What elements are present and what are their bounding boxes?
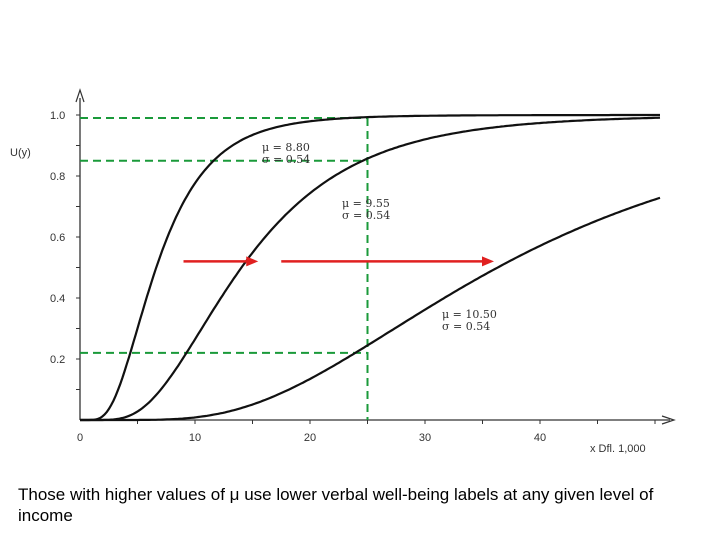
curve-line xyxy=(80,113,660,422)
curve-line xyxy=(80,196,661,422)
curve-mu-label: μ = 8.80 xyxy=(262,141,310,154)
y-axis-title: U(y) xyxy=(10,147,31,159)
curves xyxy=(80,113,661,422)
x-axis-arrowhead xyxy=(661,415,676,425)
tick-marks xyxy=(76,114,656,424)
text-labels: 0 10 20 30 40 1.0 0.8 0.6 0.4 0.2 U(y) x Dfl. 1,000… xyxy=(10,110,646,455)
x-tick-label: 30 xyxy=(419,432,431,444)
x-axis-title: x Dfl. 1,000 xyxy=(590,443,646,455)
y-axis-arrowhead xyxy=(75,88,85,103)
welfare-curves-chart: 0 10 20 30 40 1.0 0.8 0.6 0.4 0.2 U(y) x Dfl. 1,000… xyxy=(10,88,676,455)
arrow-head xyxy=(482,256,494,267)
y-tick-label: 0.6 xyxy=(50,232,65,244)
x-tick-label: 20 xyxy=(304,432,316,444)
x-tick-label: 0 xyxy=(77,432,83,444)
y-tick-label: 0.8 xyxy=(50,171,65,183)
y-tick-label: 0.2 xyxy=(50,354,65,366)
axes xyxy=(75,88,676,425)
shift-arrows xyxy=(183,256,494,267)
reference-guides xyxy=(80,117,369,420)
curve-line xyxy=(80,116,661,422)
y-tick-label: 1.0 xyxy=(50,110,65,122)
curve-sigma-label: σ = 0.54 xyxy=(262,153,310,166)
x-tick-label: 40 xyxy=(534,432,546,444)
caption: Those with higher values of μ use lower … xyxy=(18,485,654,525)
curve-mu-label: μ = 10.50 xyxy=(442,308,497,321)
x-tick-label: 10 xyxy=(189,432,201,444)
y-tick-label: 0.4 xyxy=(50,293,65,305)
curve-sigma-label: σ = 0.54 xyxy=(342,209,390,222)
curve-sigma-label: σ = 0.54 xyxy=(442,320,490,333)
arrow-head xyxy=(246,256,259,267)
curve-mu-label: μ = 9.55 xyxy=(342,197,390,210)
